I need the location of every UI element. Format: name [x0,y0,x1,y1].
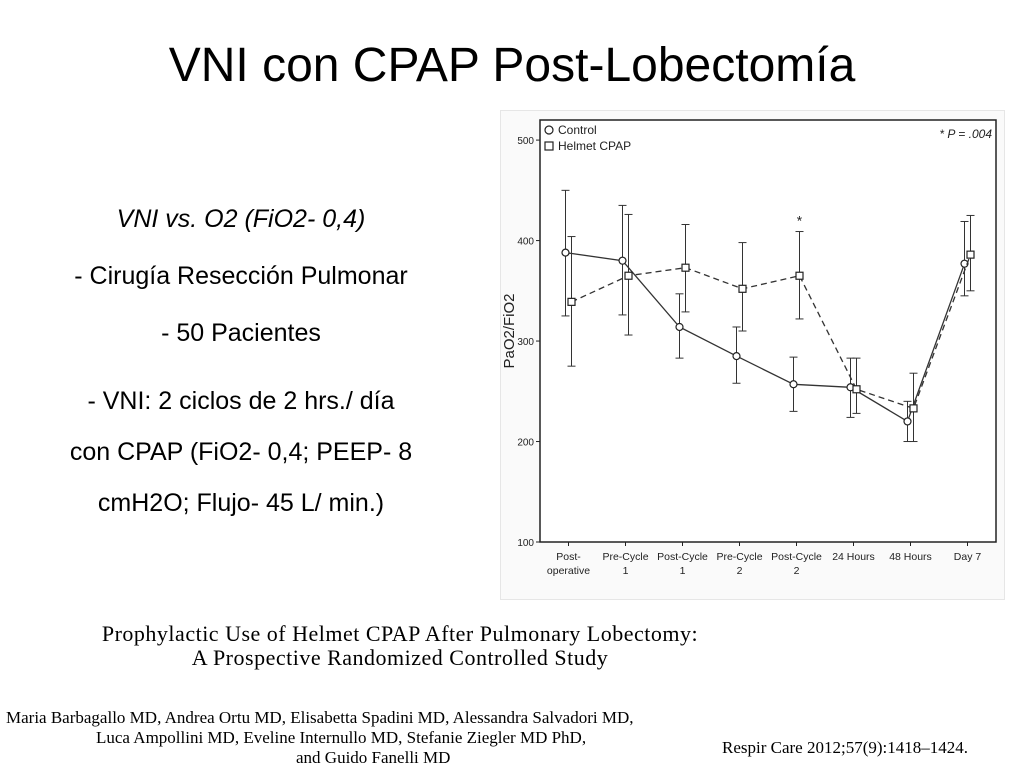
x-tick-label: 1 [623,565,629,577]
slide-body: VNI vs. O2 (FiO2- 0,4) - Cirugía Resecci… [0,205,482,529]
data-point-helmet-cpap [909,404,918,413]
x-tick-label: 2 [737,565,743,577]
paper-title-line-2: A Prospective Randomized Controlled Stud… [191,645,609,670]
pao2-fio2-chart: 100 200 300 400 500 PaO2/FiO2 Post-operative Pr… [501,119,997,577]
y-tick-label: 400 [517,237,534,248]
x-tick-label: 1 [680,565,686,577]
plot-area [539,119,997,543]
y-tick-label: 200 [517,438,534,449]
x-tick-label: Pre-Cycle [716,551,762,563]
x-tick-label: Post- [556,551,581,563]
legend-label-control: Control [558,123,597,137]
bullet-comparison: VNI vs. O2 (FiO2- 0,4) [116,205,366,233]
legend-label-helmet-cpap: Helmet CPAP [558,139,631,153]
x-tick-label: operative [547,565,590,577]
legend-marker-helmet-cpap [544,141,554,151]
authors-line-1: Maria Barbagallo MD, Andrea Ortu MD, Eli… [6,708,634,727]
x-tick-label: Post-Cycle [657,551,708,563]
authors-line-2: Luca Ampollini MD, Eveline Internullo MD… [96,728,587,747]
data-point-control [675,322,684,332]
data-point-helmet-cpap [681,263,690,272]
data-point-helmet-cpap [567,297,576,306]
data-point-helmet-cpap [852,385,861,394]
data-point-control [561,248,570,257]
y-tick-label: 500 [517,136,534,147]
paper-authors: Maria Barbagallo MD, Andrea Ortu MD, Eli… [0,708,800,768]
legend-marker-control [544,125,554,135]
y-tick-label: 100 [517,538,534,549]
x-tick-label: Post-Cycle [771,551,822,563]
data-point-control [618,256,627,265]
slide-title: VNI con CPAP Post-Lobectomía [168,39,856,92]
x-tick-label: 48 Hours [889,551,932,563]
paper-title: Prophylactic Use of Helmet CPAP After Pu… [0,622,800,670]
x-tick-label: 2 [794,565,800,577]
data-point-helmet-cpap [624,271,633,280]
series-line-helmet-cpap [571,254,972,410]
data-point-helmet-cpap [966,250,975,259]
data-point-helmet-cpap [738,284,747,293]
data-point-control [732,352,741,361]
y-tick-label: 300 [517,337,534,348]
x-tick-label: Pre-Cycle [602,551,648,563]
paper-title-line-1: Prophylactic Use of Helmet CPAP After Pu… [101,621,699,646]
bullet-surgery: - Cirugía Resección Pulmonar [74,262,408,290]
p-value-annotation: * P = .004 [939,127,992,141]
data-point-helmet-cpap [795,271,804,280]
data-point-control [789,380,798,389]
significance-marker: * [797,213,803,229]
bullet-protocol: - VNI: 2 ciclos de 2 hrs./ día con CPAP … [69,387,413,517]
data-point-control [960,259,969,268]
x-tick-label: Day 7 [954,551,982,563]
data-point-control [903,417,912,426]
bullet-patients: - 50 Pacientes [161,319,321,347]
x-tick-label: 24 Hours [832,551,875,563]
journal-citation: Respir Care 2012;57(9):1418–1424. [722,738,968,757]
y-axis-label: PaO2/FiO2 [501,293,518,368]
authors-line-3: and Guido Fanelli MD [296,748,451,767]
